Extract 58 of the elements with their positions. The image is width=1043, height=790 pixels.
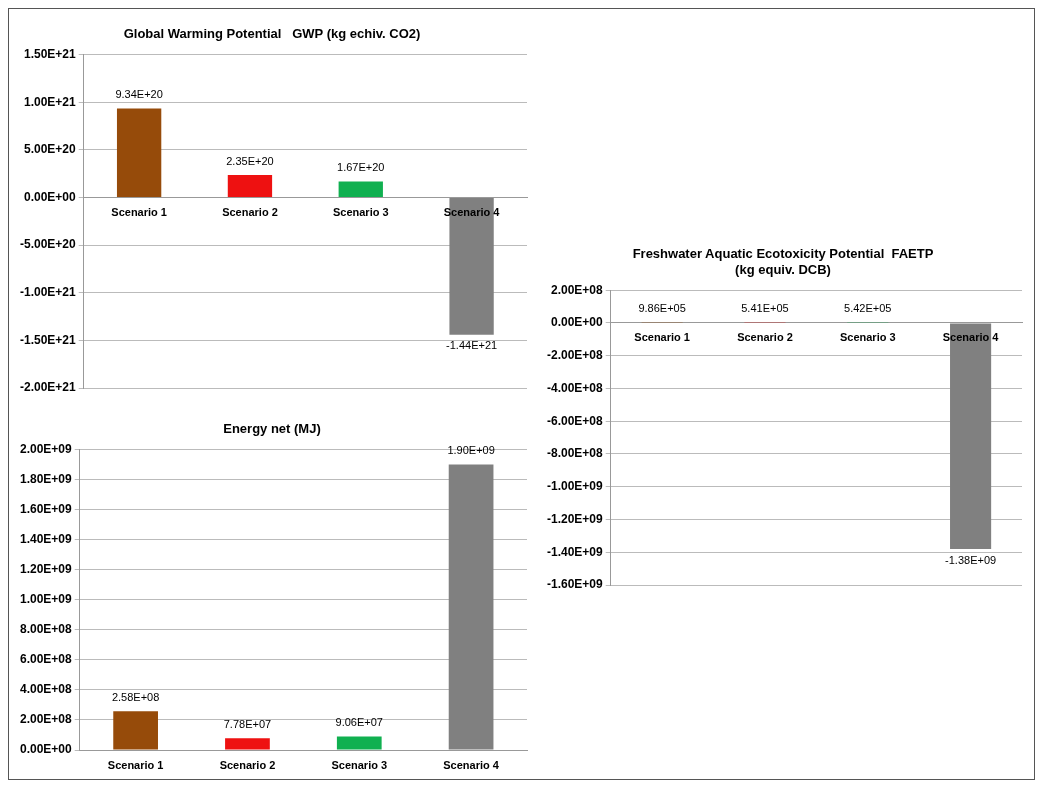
y-tick-label: 2.00E+08 — [550, 282, 604, 297]
x-tick-label: Scenario 1 — [107, 758, 164, 771]
y-tick-label: 0.00E+00 — [23, 189, 77, 204]
y-tick-label: -2.00E+21 — [19, 380, 77, 395]
bar — [448, 464, 494, 750]
y-tick-label: 1.60E+09 — [20, 501, 73, 516]
data-label: 1.90E+09 — [447, 444, 495, 457]
y-tick-label: -1.60E+09 — [546, 577, 604, 592]
bar — [113, 711, 158, 750]
data-label: -1.38E+09 — [945, 553, 997, 566]
y-tick-label: -1.20E+09 — [546, 511, 604, 526]
y-tick-label: -2.00E+08 — [546, 348, 604, 363]
y-tick-label: 1.80E+09 — [20, 471, 73, 486]
data-label: 9.34E+20 — [115, 88, 163, 101]
y-tick-label: 1.50E+21 — [23, 46, 77, 61]
x-tick-label: Scenario 2 — [222, 206, 278, 219]
y-tick-label: -6.00E+08 — [546, 413, 604, 428]
chart-title: Freshwater Aquatic Ecotoxicity Potential FAETP (kg equiv. DCB) — [632, 246, 934, 277]
data-label: 7.78E+07 — [223, 717, 272, 730]
y-tick-label: 1.00E+09 — [20, 592, 73, 607]
x-tick-label: Scenario 3 — [839, 331, 896, 344]
data-label: 2.58E+08 — [111, 690, 160, 703]
bar — [225, 738, 270, 750]
x-tick-label: Scenario 1 — [634, 331, 690, 344]
data-label: -1.44E+21 — [446, 339, 498, 352]
y-tick-label: 0.00E+00 — [20, 742, 73, 757]
data-label: 5.42E+05 — [844, 302, 892, 315]
x-tick-label: Scenario 3 — [331, 758, 388, 771]
chart-title: Energy net (MJ) — [223, 421, 321, 437]
y-tick-label: -1.50E+21 — [19, 332, 77, 347]
data-label: 9.06E+07 — [335, 715, 383, 728]
y-tick-label: -8.00E+08 — [546, 446, 604, 461]
x-tick-label: Scenario 2 — [737, 331, 793, 344]
y-tick-label: 2.00E+09 — [20, 441, 73, 456]
bar — [336, 736, 382, 750]
y-tick-label: -5.00E+20 — [19, 237, 77, 252]
y-tick-label: -1.00E+09 — [546, 479, 604, 494]
y-tick-label: 8.00E+08 — [20, 622, 73, 637]
y-tick-label: 2.00E+08 — [20, 712, 73, 727]
x-tick-label: Scenario 2 — [219, 758, 276, 771]
data-label: 2.35E+20 — [226, 154, 274, 167]
chart-title: Global Warming Potential GWP (kg echiv. CO2) — [123, 26, 421, 42]
y-tick-label: 4.00E+08 — [20, 682, 73, 697]
data-label: 1.67E+20 — [337, 161, 385, 174]
y-tick-label: -1.40E+09 — [546, 544, 604, 559]
y-tick-label: 1.20E+09 — [20, 562, 73, 577]
y-tick-label: -4.00E+08 — [546, 380, 604, 395]
y-tick-label: 1.40E+09 — [20, 532, 73, 547]
x-tick-label: Scenario 1 — [111, 206, 167, 219]
y-tick-label: 6.00E+08 — [20, 652, 73, 667]
data-label: 5.41E+05 — [741, 302, 789, 315]
y-tick-label: 5.00E+20 — [23, 142, 77, 157]
x-tick-label: Scenario 4 — [443, 758, 500, 771]
y-tick-label: 0.00E+00 — [550, 315, 604, 330]
y-tick-label: -1.00E+21 — [19, 285, 77, 300]
x-tick-label: Scenario 3 — [332, 206, 389, 219]
data-label: 9.86E+05 — [638, 302, 686, 315]
y-tick-label: 1.00E+21 — [23, 94, 77, 109]
